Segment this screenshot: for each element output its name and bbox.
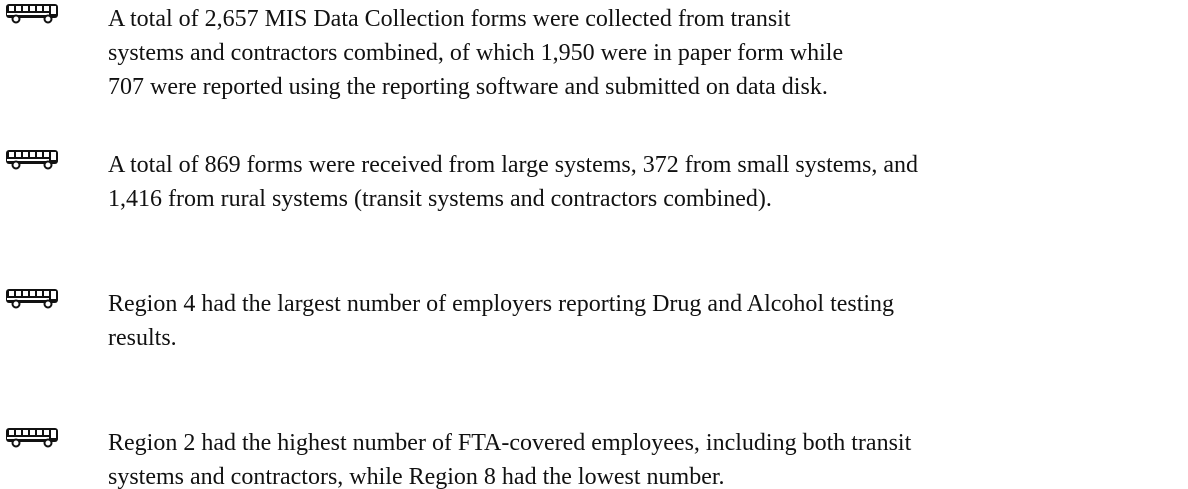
bullet-text-line: Region 4 had the largest number of emplo…: [108, 291, 895, 317]
bullet-text-line: results.: [108, 325, 177, 351]
bullet-text-line: A total of 2,657 MIS Data Collection for…: [108, 6, 791, 32]
bullet-text-line: systems and contractors, while Region 8 …: [108, 464, 725, 489]
bullet-text-line: 707 were reported using the reporting so…: [108, 74, 828, 100]
bus-icon: [6, 150, 58, 170]
bullet-text-line: 1,416 from rural systems (transit system…: [108, 186, 772, 212]
bullet-text-line: systems and contractors combined, of whi…: [108, 40, 844, 66]
bullet-text-line: A total of 869 forms were received from …: [108, 152, 919, 178]
bus-icon: [6, 289, 58, 309]
bullet-text-line: Region 2 had the highest number of FTA-c…: [108, 430, 912, 456]
bus-icon: [6, 428, 58, 448]
bus-icon: [6, 4, 58, 24]
